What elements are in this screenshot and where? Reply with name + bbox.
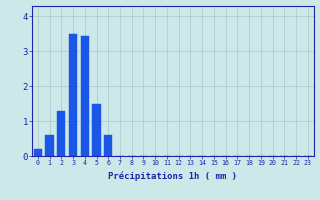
Bar: [92, 104, 101, 156]
Bar: [57, 111, 66, 156]
Bar: [81, 36, 89, 156]
Bar: [69, 34, 77, 156]
Bar: [104, 135, 112, 156]
Bar: [45, 135, 54, 156]
X-axis label: Précipitations 1h ( mm ): Précipitations 1h ( mm ): [108, 172, 237, 181]
Bar: [34, 149, 42, 156]
